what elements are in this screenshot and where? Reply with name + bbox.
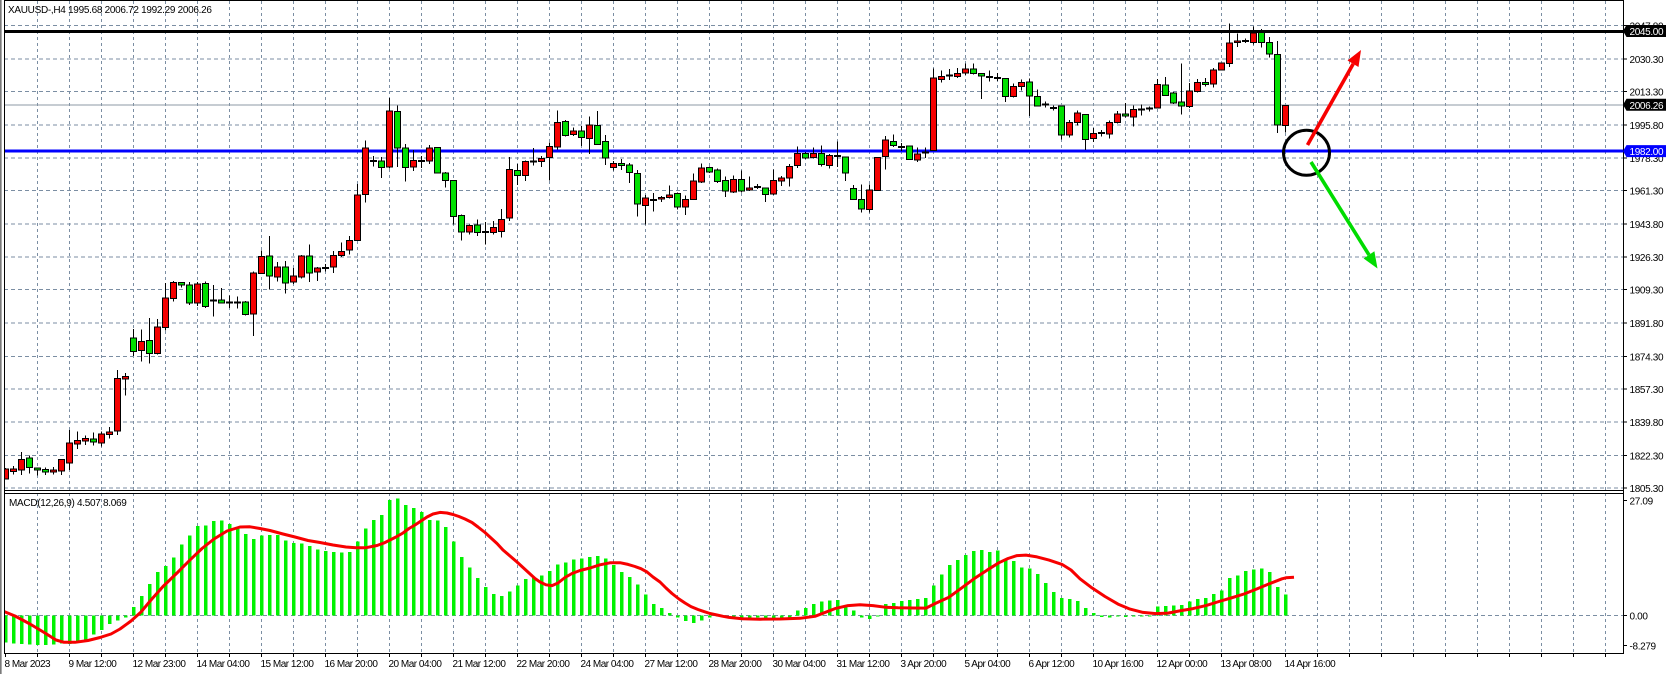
svg-text:1978.30: 1978.30 [1630,154,1664,165]
svg-text:1982.00: 1982.00 [1630,147,1664,158]
svg-text:12 Mar 23:00: 12 Mar 23:00 [133,659,187,670]
svg-text:6 Apr 12:00: 6 Apr 12:00 [1029,659,1076,670]
svg-text:9 Mar 12:00: 9 Mar 12:00 [69,659,118,670]
svg-text:20 Mar 04:00: 20 Mar 04:00 [389,659,443,670]
svg-text:1995.80: 1995.80 [1630,121,1664,132]
svg-text:1839.80: 1839.80 [1630,418,1664,429]
svg-text:8 Mar 2023: 8 Mar 2023 [5,659,52,670]
svg-text:1926.30: 1926.30 [1630,253,1664,264]
svg-text:14 Mar 04:00: 14 Mar 04:00 [197,659,251,670]
svg-text:21 Mar 12:00: 21 Mar 12:00 [453,659,507,670]
svg-text:27 Mar 12:00: 27 Mar 12:00 [645,659,699,670]
svg-text:1805.30: 1805.30 [1630,484,1664,495]
svg-text:2030.30: 2030.30 [1630,55,1664,66]
svg-text:1943.80: 1943.80 [1630,220,1664,231]
svg-text:1961.30: 1961.30 [1630,187,1664,198]
svg-text:2013.30: 2013.30 [1630,87,1664,98]
svg-text:1874.30: 1874.30 [1630,352,1664,363]
svg-text:16 Mar 20:00: 16 Mar 20:00 [325,659,379,670]
svg-text:0.00: 0.00 [1630,611,1649,622]
svg-text:XAUUSD-,H4 1995.68 2006.72 199: XAUUSD-,H4 1995.68 2006.72 1992.29 2006.… [8,5,212,16]
svg-text:1822.30: 1822.30 [1630,452,1664,463]
svg-text:12 Apr 00:00: 12 Apr 00:00 [1157,659,1209,670]
svg-text:5 Apr 04:00: 5 Apr 04:00 [965,659,1012,670]
svg-text:2006.26: 2006.26 [1630,101,1664,112]
svg-text:30 Mar 04:00: 30 Mar 04:00 [773,659,827,670]
svg-text:24 Mar 04:00: 24 Mar 04:00 [581,659,635,670]
svg-text:-8.279: -8.279 [1630,642,1657,653]
svg-text:27.09: 27.09 [1630,497,1654,508]
svg-text:31 Mar 12:00: 31 Mar 12:00 [837,659,891,670]
svg-text:1909.30: 1909.30 [1630,286,1664,297]
svg-text:1857.30: 1857.30 [1630,385,1664,396]
svg-text:15 Mar 12:00: 15 Mar 12:00 [261,659,315,670]
svg-text:22 Mar 20:00: 22 Mar 20:00 [517,659,571,670]
svg-text:28 Mar 20:00: 28 Mar 20:00 [709,659,763,670]
svg-text:13 Apr 08:00: 13 Apr 08:00 [1221,659,1273,670]
svg-text:10 Apr 16:00: 10 Apr 16:00 [1093,659,1145,670]
svg-text:2045.00: 2045.00 [1630,27,1664,38]
svg-text:1891.80: 1891.80 [1630,319,1664,330]
svg-text:3 Apr 20:00: 3 Apr 20:00 [901,659,948,670]
svg-text:MACD(12,26,9) 4.507 8.069: MACD(12,26,9) 4.507 8.069 [9,498,127,509]
svg-text:14 Apr 16:00: 14 Apr 16:00 [1285,659,1337,670]
